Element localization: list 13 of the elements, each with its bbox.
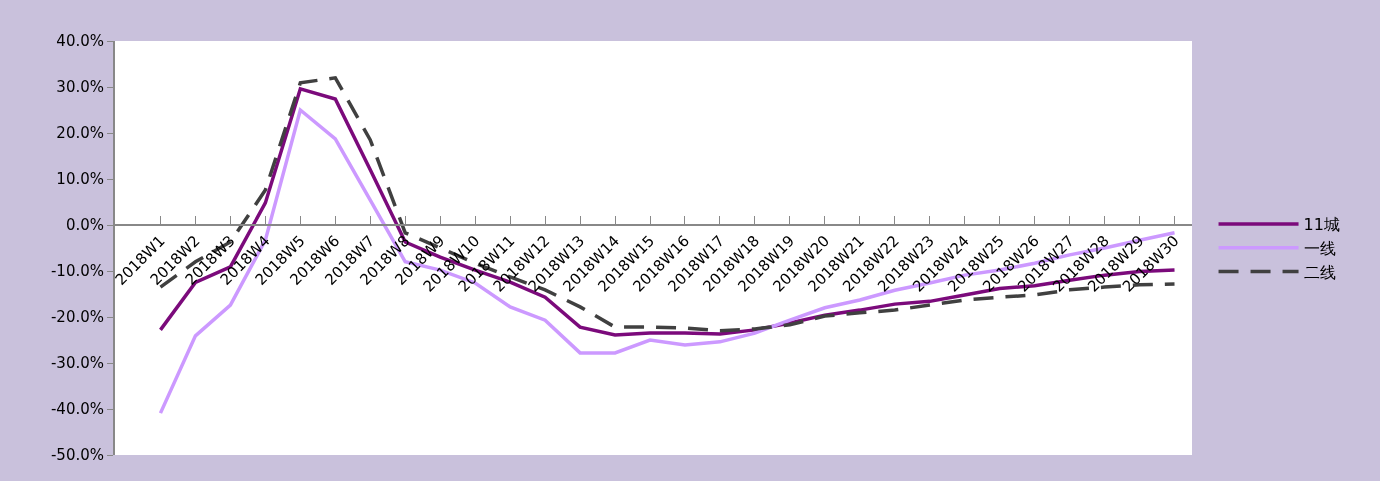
y-tick-label: 0.0% (65, 216, 104, 235)
legend-label: 二线 (1303, 262, 1336, 282)
y-tick-label: 30.0% (56, 78, 104, 97)
y-tick-label: 40.0% (56, 32, 104, 51)
legend-label: 一线 (1303, 238, 1336, 258)
y-tick-label: -40.0% (50, 400, 104, 419)
y-tick-label: 10.0% (56, 170, 104, 189)
y-tick-label: -10.0% (50, 262, 104, 281)
y-tick-label: -50.0% (50, 446, 104, 465)
legend-label: 11城 (1303, 215, 1340, 235)
y-tick-label: -20.0% (50, 308, 104, 327)
y-tick-label: 20.0% (56, 124, 104, 143)
y-tick-label: -30.0% (50, 354, 104, 373)
